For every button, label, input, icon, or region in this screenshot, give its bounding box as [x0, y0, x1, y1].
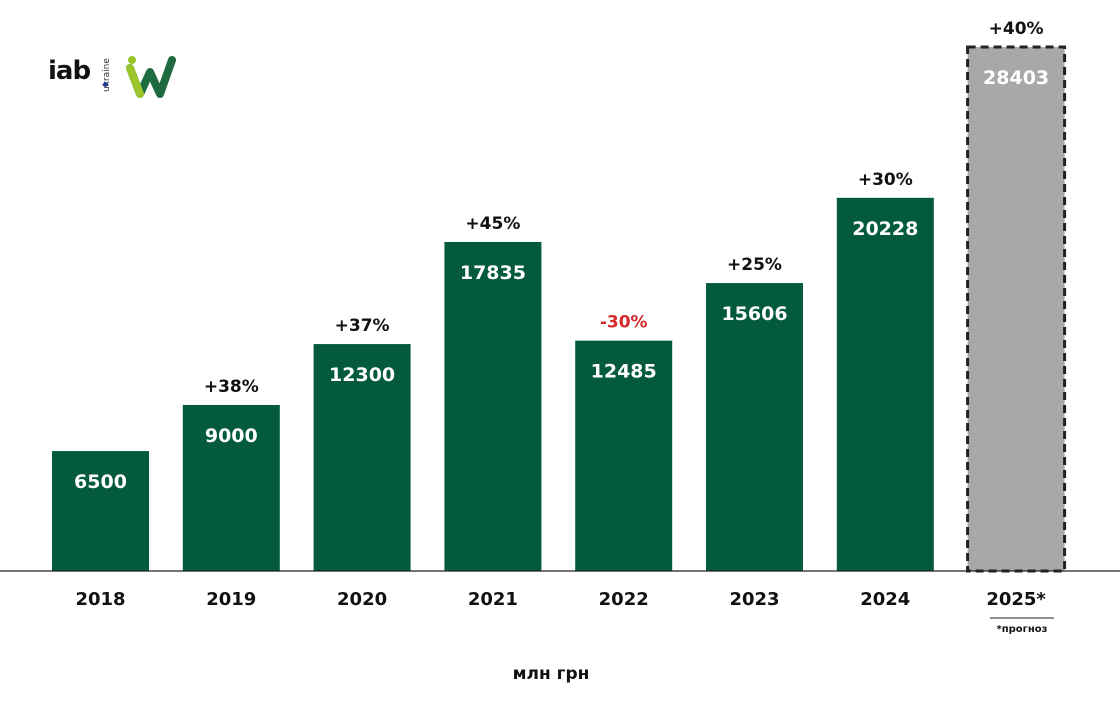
x-tick-label: 2018	[75, 589, 125, 610]
bar-change-label: +38%	[204, 377, 259, 397]
bar-value-label: 20228	[852, 218, 918, 240]
bar	[575, 340, 673, 571]
bar-change-label: +30%	[858, 170, 913, 190]
iw-logo-accent	[126, 64, 144, 98]
x-tick-label: 2025*	[986, 589, 1046, 610]
bar-forecast	[966, 45, 1067, 573]
x-tick-label: 2019	[206, 589, 256, 610]
bar-change-label: +40%	[989, 19, 1044, 39]
bar	[182, 404, 280, 571]
x-tick-label: 2021	[468, 589, 518, 610]
bar-value-label: 15606	[721, 303, 787, 325]
iw-logo	[126, 56, 176, 98]
iw-logo-dot	[128, 56, 136, 64]
bar-value-label: 12485	[591, 361, 657, 383]
bar-change-label: -30%	[600, 313, 648, 333]
x-axis-title: млн грн	[513, 664, 590, 684]
bar-change-label: +37%	[335, 316, 390, 336]
iab-logo-subtext: ukraine	[102, 58, 112, 92]
bar	[444, 241, 542, 572]
bars-group	[52, 45, 1067, 573]
forecast-footnote: *прогноз	[997, 624, 1048, 635]
bar-value-label: 9000	[205, 425, 258, 447]
labels-group: 6500 2018 9000 +38% 2019 12300 +37% 2020 17835 +4…	[74, 19, 1049, 610]
bar-change-label: +45%	[465, 214, 520, 234]
bar-value-label: 12300	[329, 364, 395, 386]
x-tick-label: 2024	[860, 589, 910, 610]
x-tick-label: 2023	[729, 589, 779, 610]
bar-change-label: +25%	[727, 255, 782, 275]
bar	[52, 451, 149, 571]
bar	[313, 344, 411, 571]
bar-value-label: 6500	[74, 471, 127, 493]
bar-value-label: 17835	[460, 262, 526, 284]
x-tick-label: 2022	[599, 589, 649, 610]
iab-logo-dot	[103, 82, 108, 87]
bar	[836, 197, 934, 571]
bar	[706, 283, 803, 571]
x-tick-label: 2020	[337, 589, 387, 610]
bar-value-label: 28403	[983, 67, 1049, 89]
iab-logo: iab	[48, 56, 91, 86]
